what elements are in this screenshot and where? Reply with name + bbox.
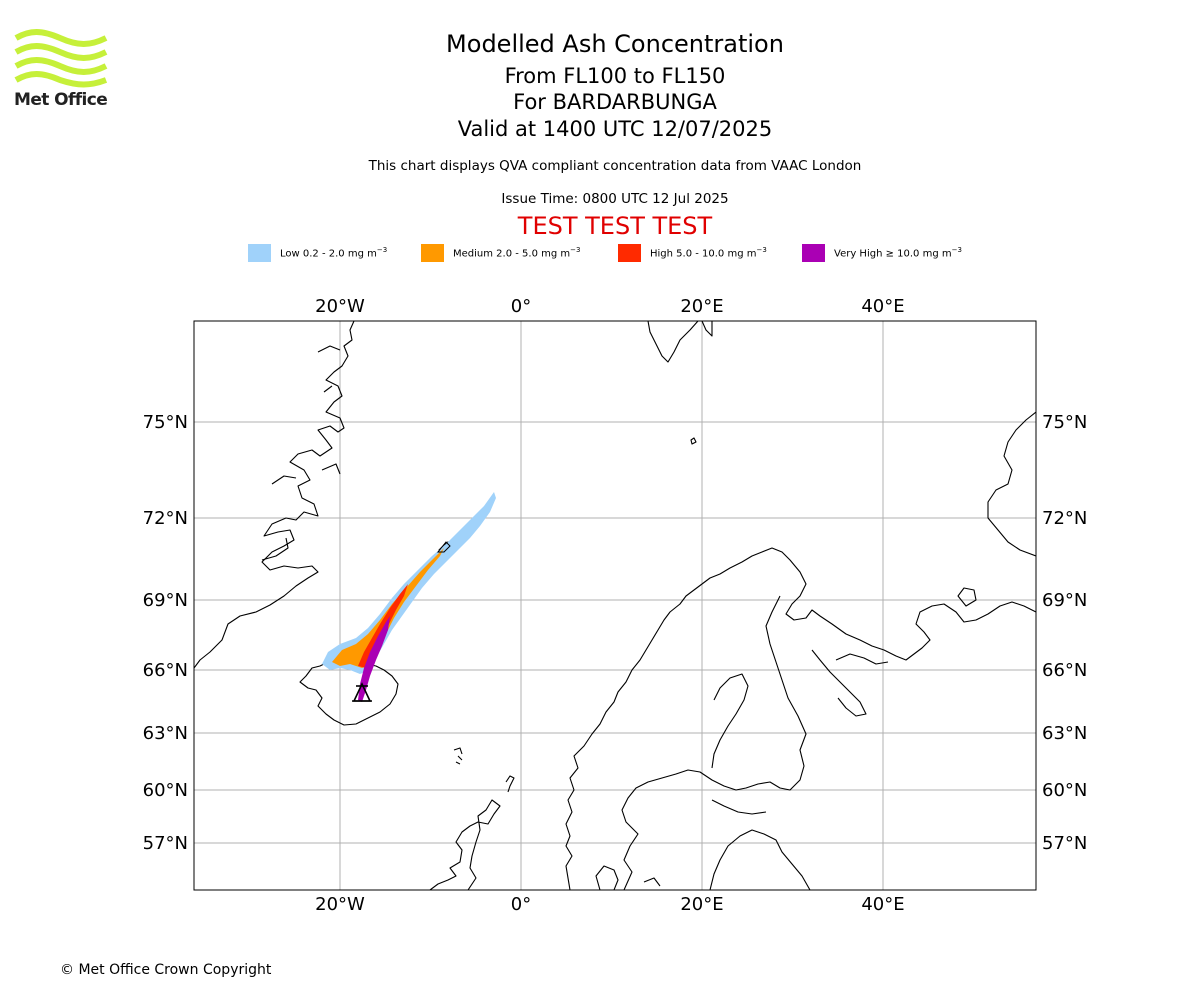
legend-label-very-high: Very High ≥ 10.0 mg m−3 (834, 246, 962, 260)
copyright: © Met Office Crown Copyright (60, 962, 272, 978)
lon-label-bottom-0: 0° (511, 894, 531, 915)
map-background (194, 321, 1036, 890)
lat-label-right-57n: 57°N (1042, 833, 1087, 854)
coastline-greenland-fjord (261, 345, 341, 561)
lon-label-top-40e: 40°E (861, 296, 904, 317)
lon-label-top-20w: 20°W (315, 296, 365, 317)
lat-label-right-69n: 69°N (1042, 590, 1087, 611)
lat-label-left-57n: 57°N (143, 833, 188, 854)
map-axis-labels: 20°W 0° 20°E 40°E 20°W 0° 20°E 40°E 75°N… (143, 296, 1088, 915)
lat-label-left-69n: 69°N (143, 590, 188, 611)
lon-label-bottom-20w: 20°W (315, 894, 365, 915)
lat-label-right-63n: 63°N (1042, 723, 1087, 744)
lat-label-left-75n: 75°N (143, 412, 188, 433)
coastline-white-sea (835, 653, 889, 665)
coastline-gulf-finland (711, 799, 767, 815)
coastline-shetland (505, 775, 515, 793)
lat-label-left-66n: 66°N (143, 660, 188, 681)
coastlines (194, 321, 1036, 890)
flight-levels: From FL100 to FL150 (504, 64, 726, 88)
lat-label-right-72n: 72°N (1042, 508, 1087, 529)
lat-label-left-72n: 72°N (143, 508, 188, 529)
ash-plume (322, 492, 496, 702)
plume-outline (436, 541, 451, 553)
lat-label-right-66n: 66°N (1042, 660, 1087, 681)
lat-label-left-63n: 63°N (143, 723, 188, 744)
chart-title: Modelled Ash Concentration (446, 30, 784, 58)
lat-label-right-75n: 75°N (1042, 412, 1087, 433)
legend-label-low: Low 0.2 - 2.0 mg m−3 (280, 246, 388, 260)
coastline-scandinavia (565, 547, 1036, 890)
lon-label-top-0: 0° (511, 296, 531, 317)
test-banner: TEST TEST TEST (517, 212, 713, 240)
coastline-baltic-inner (711, 673, 749, 769)
legend-swatch-high (618, 244, 641, 262)
issue-time: Issue Time: 0800 UTC 12 Jul 2025 (501, 191, 729, 207)
coastline-faroes (453, 747, 463, 765)
coastline-sweden-finland (621, 595, 807, 890)
volcano-triangle-icon (352, 682, 372, 702)
coastline-svalbard (647, 321, 713, 363)
coastline-kola (811, 649, 867, 717)
lat-label-left-60n: 60°N (143, 780, 188, 801)
lon-label-bottom-20e: 20°E (680, 894, 723, 915)
plume-high (358, 584, 408, 668)
valid-time: Valid at 1400 UTC 12/07/2025 (457, 117, 773, 141)
coastline-denmark (595, 865, 661, 890)
volcano-name: For BARDARBUNGA (513, 90, 717, 114)
coastline-novaya-zemlya (987, 411, 1036, 557)
map-frame (193, 320, 1037, 891)
plume-very-high (358, 616, 390, 702)
met-office-waves-icon (14, 29, 108, 88)
coastline-bothnia (709, 829, 811, 890)
coastline-bear-island (690, 437, 697, 445)
plume-low (322, 492, 496, 674)
coastline-scotland (429, 799, 501, 890)
gridlines (194, 321, 1036, 890)
legend-swatch-low (248, 244, 271, 262)
lon-label-bottom-40e: 40°E (861, 894, 904, 915)
legend-swatch-very-high (802, 244, 825, 262)
legend-swatch-medium (421, 244, 444, 262)
lat-label-right-60n: 60°N (1042, 780, 1087, 801)
met-office-logo: Met Office (14, 28, 108, 112)
legend-label-high: High 5.0 - 10.0 mg m−3 (650, 246, 767, 260)
chart-subtitle: This chart displays QVA compliant concen… (368, 158, 862, 174)
coastline-kolguev (957, 587, 977, 607)
legend-label-medium: Medium 2.0 - 5.0 mg m−3 (453, 246, 581, 260)
plume-medium (332, 548, 444, 668)
logo-text: Met Office (14, 90, 108, 110)
coastline-greenland (194, 321, 355, 669)
lon-label-top-20e: 20°E (680, 296, 723, 317)
